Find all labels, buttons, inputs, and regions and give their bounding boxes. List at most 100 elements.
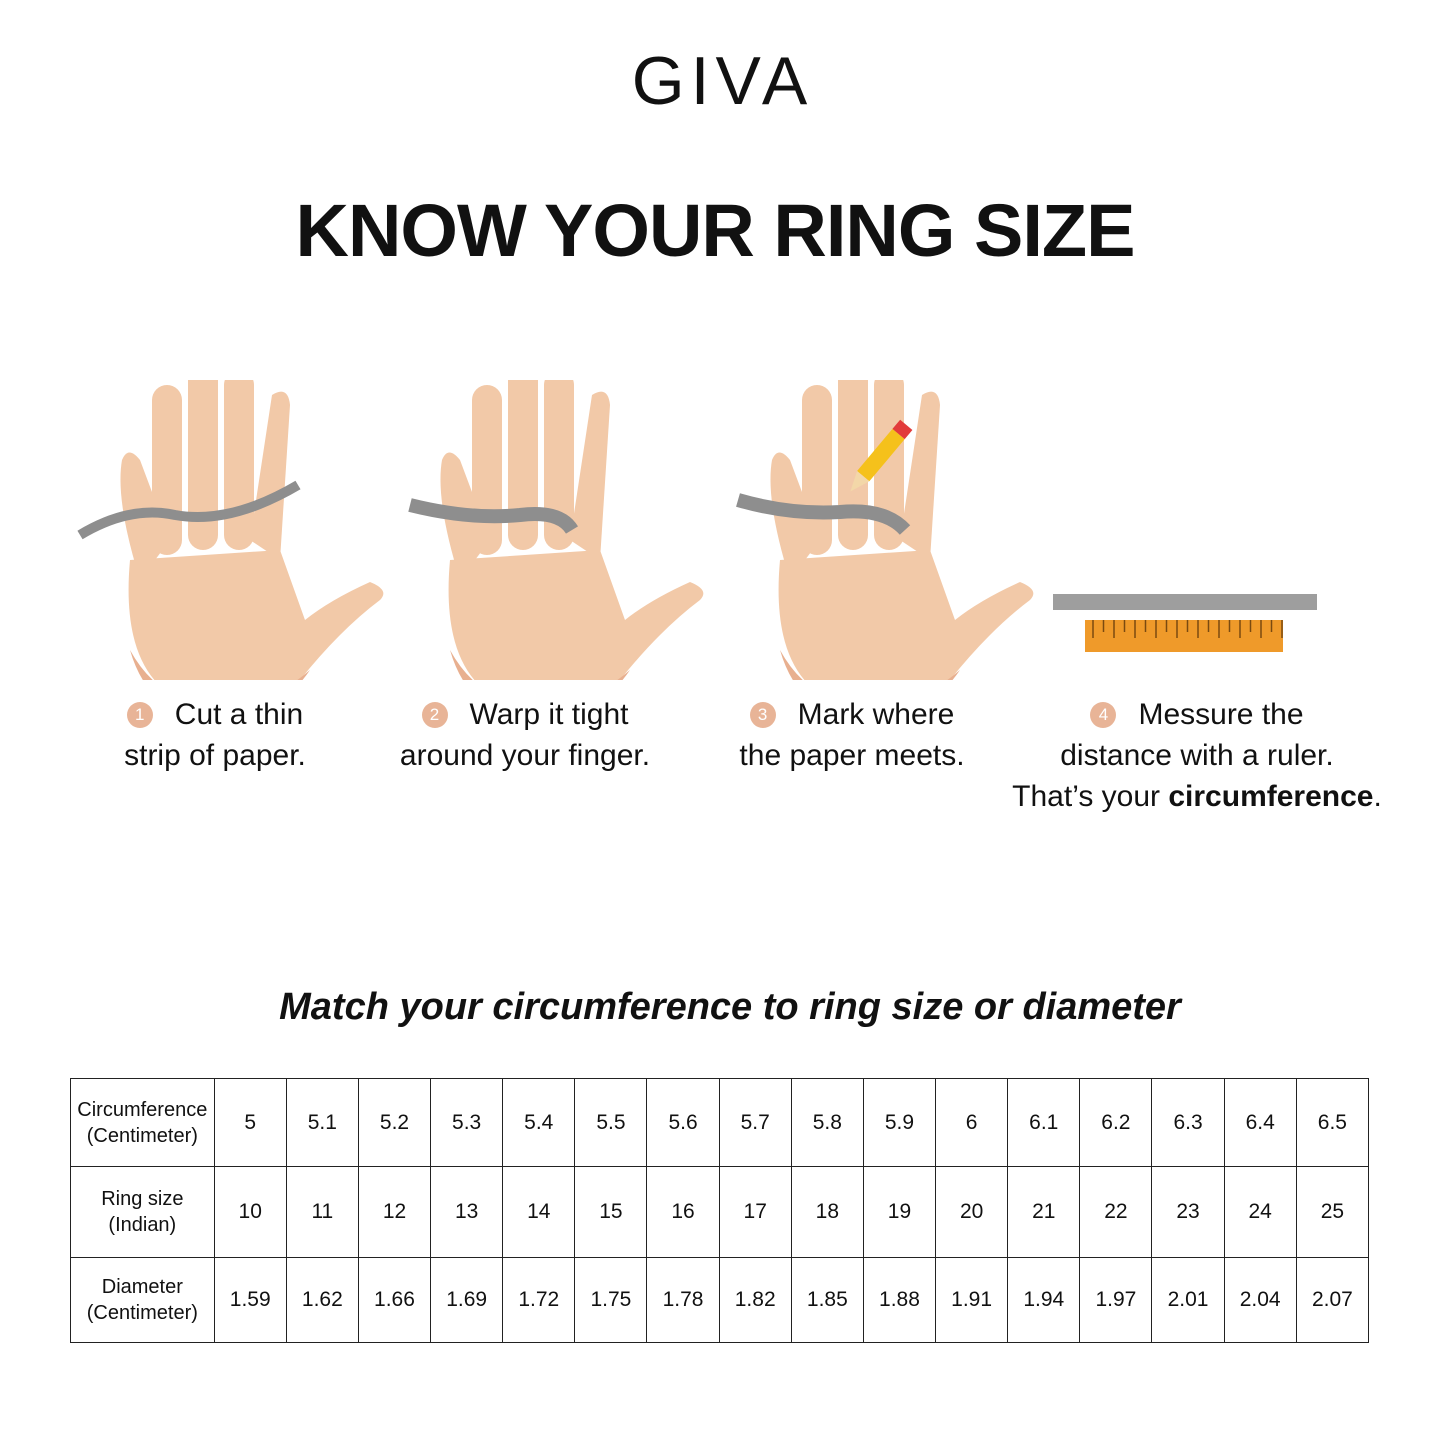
table-cell: 1.88 bbox=[862, 1257, 937, 1343]
step-text: circumference bbox=[1168, 780, 1374, 813]
step-line: 4 Messure the bbox=[987, 694, 1407, 735]
step-text: Warp it tight bbox=[469, 698, 629, 731]
brand: GIVA bbox=[631, 43, 814, 119]
header-line: Circumference bbox=[71, 1097, 214, 1123]
cell-text: 6.2 bbox=[1101, 1110, 1131, 1134]
table-cell: 5.3 bbox=[430, 1078, 504, 1167]
step-line: the paper meets. bbox=[692, 735, 1012, 776]
cell-text: 5.1 bbox=[307, 1110, 337, 1134]
cell-text: 1.59 bbox=[229, 1288, 271, 1311]
table-cell: 1.82 bbox=[718, 1257, 792, 1343]
step-text: around your finger. bbox=[399, 739, 651, 772]
table-cell: 22 bbox=[1079, 1166, 1153, 1258]
table-cell: 1.72 bbox=[502, 1257, 576, 1343]
step: 3 Mark where the paper meets. bbox=[692, 694, 1012, 776]
table-cell: 23 bbox=[1151, 1166, 1225, 1258]
cell-text: 1.88 bbox=[879, 1288, 920, 1311]
header-text: Diameter bbox=[101, 1276, 183, 1298]
header-line: Ring size bbox=[71, 1186, 214, 1212]
cell-text: 18 bbox=[815, 1200, 840, 1223]
table-cell: 15 bbox=[574, 1166, 648, 1258]
cell-text: 10 bbox=[238, 1200, 262, 1223]
table-cell: 1.66 bbox=[357, 1257, 432, 1343]
hand-1 bbox=[120, 380, 384, 680]
cell-text: 20 bbox=[959, 1200, 984, 1223]
cell-text: 13 bbox=[454, 1200, 479, 1223]
header-text: (Indian) bbox=[108, 1214, 177, 1236]
table-cell: 5.2 bbox=[357, 1078, 432, 1167]
step-text: . bbox=[1373, 780, 1382, 813]
cell-text: 5.7 bbox=[740, 1110, 770, 1134]
table-row: Diameter (Centimeter) 1.59 1.62 1.66 1.69 1.72… bbox=[70, 1257, 1370, 1343]
table-cell: 5.9 bbox=[862, 1078, 937, 1167]
step-number: 4 bbox=[1090, 702, 1117, 728]
table-cell: 1.78 bbox=[646, 1257, 720, 1343]
table-cell: 25 bbox=[1295, 1166, 1370, 1258]
cell-text: 6.5 bbox=[1317, 1110, 1347, 1134]
table-cell: 1.97 bbox=[1079, 1257, 1153, 1343]
cell-text: 1.62 bbox=[301, 1288, 343, 1311]
cell-text: 5.3 bbox=[452, 1110, 482, 1134]
step-number: 3 bbox=[749, 702, 776, 728]
step-line: 3 Mark where bbox=[692, 694, 1012, 735]
step-line: strip of paper. bbox=[55, 735, 375, 776]
cell-text: 6 bbox=[965, 1110, 978, 1134]
step-text: strip of paper. bbox=[124, 739, 306, 772]
table-cell: 5.6 bbox=[646, 1078, 720, 1167]
header-text: (Centimeter) bbox=[86, 1302, 198, 1324]
table-cell: 16 bbox=[646, 1166, 720, 1258]
step-text: Mark where bbox=[797, 698, 955, 731]
table-cell: 6.5 bbox=[1295, 1078, 1370, 1167]
table-cell: 19 bbox=[862, 1166, 937, 1258]
table-cell: 5.8 bbox=[790, 1078, 864, 1167]
table-cell: 1.62 bbox=[285, 1257, 359, 1343]
cell-text: 22 bbox=[1104, 1200, 1128, 1223]
table-cell: 1.91 bbox=[935, 1257, 1009, 1343]
illustrations bbox=[77, 380, 1317, 680]
cell-text: 1.75 bbox=[590, 1288, 632, 1311]
paper-strip bbox=[77, 480, 301, 540]
cell-text: 5.5 bbox=[596, 1110, 626, 1134]
cell-text: 1.66 bbox=[374, 1288, 415, 1311]
cell-text: 5.6 bbox=[668, 1110, 698, 1134]
ruler-ticks bbox=[1092, 620, 1283, 638]
header-line: (Centimeter) bbox=[71, 1300, 214, 1326]
title: KNOW YOUR RING SIZE bbox=[295, 189, 1136, 272]
paper-strip bbox=[736, 493, 911, 536]
table-cell: 1.85 bbox=[790, 1257, 864, 1343]
table-cell: 5.5 bbox=[574, 1078, 648, 1167]
table-cell: 2.04 bbox=[1223, 1257, 1297, 1343]
table-cell: 5 bbox=[213, 1078, 287, 1167]
cell-text: 1.78 bbox=[662, 1288, 704, 1311]
header-text: (Centimeter) bbox=[86, 1124, 198, 1147]
paper-strip bbox=[408, 498, 578, 535]
step-text: That’s your bbox=[1012, 780, 1169, 813]
cell-text: 2.07 bbox=[1311, 1288, 1353, 1311]
step-line: 1 Cut a thin bbox=[55, 694, 375, 735]
pencil bbox=[850, 419, 913, 492]
cell-text: 21 bbox=[1032, 1200, 1056, 1223]
table-cell: 6.2 bbox=[1079, 1078, 1153, 1167]
table-row: Ring size (Indian) 10 11 12 13 14 15 16 17 18 19 20 2… bbox=[70, 1166, 1370, 1258]
step-line: That’s your circumference. bbox=[987, 776, 1407, 817]
cell-text: 5 bbox=[244, 1110, 257, 1134]
cell-text: 2.01 bbox=[1167, 1288, 1209, 1311]
header-line: (Indian) bbox=[71, 1212, 214, 1238]
cell-text: 6.1 bbox=[1029, 1110, 1059, 1134]
cell-text: 1.72 bbox=[518, 1288, 560, 1311]
cell-text: 5.9 bbox=[884, 1110, 915, 1134]
step-line: 2 Warp it tight bbox=[365, 694, 685, 735]
step-text: Messure the bbox=[1138, 698, 1304, 731]
table-cell: 14 bbox=[502, 1166, 576, 1258]
table-cell: 6.4 bbox=[1223, 1078, 1297, 1167]
cell-text: 19 bbox=[887, 1200, 912, 1223]
cell-text: 24 bbox=[1248, 1200, 1272, 1223]
cell-text: 14 bbox=[527, 1200, 551, 1223]
table-cell: 6.3 bbox=[1151, 1078, 1225, 1167]
cell-text: 2.04 bbox=[1239, 1288, 1281, 1311]
cell-text: 15 bbox=[599, 1200, 623, 1223]
cell-text: 1.82 bbox=[734, 1288, 776, 1311]
cell-text: 17 bbox=[743, 1200, 767, 1223]
table-cell: 2.07 bbox=[1295, 1257, 1370, 1343]
